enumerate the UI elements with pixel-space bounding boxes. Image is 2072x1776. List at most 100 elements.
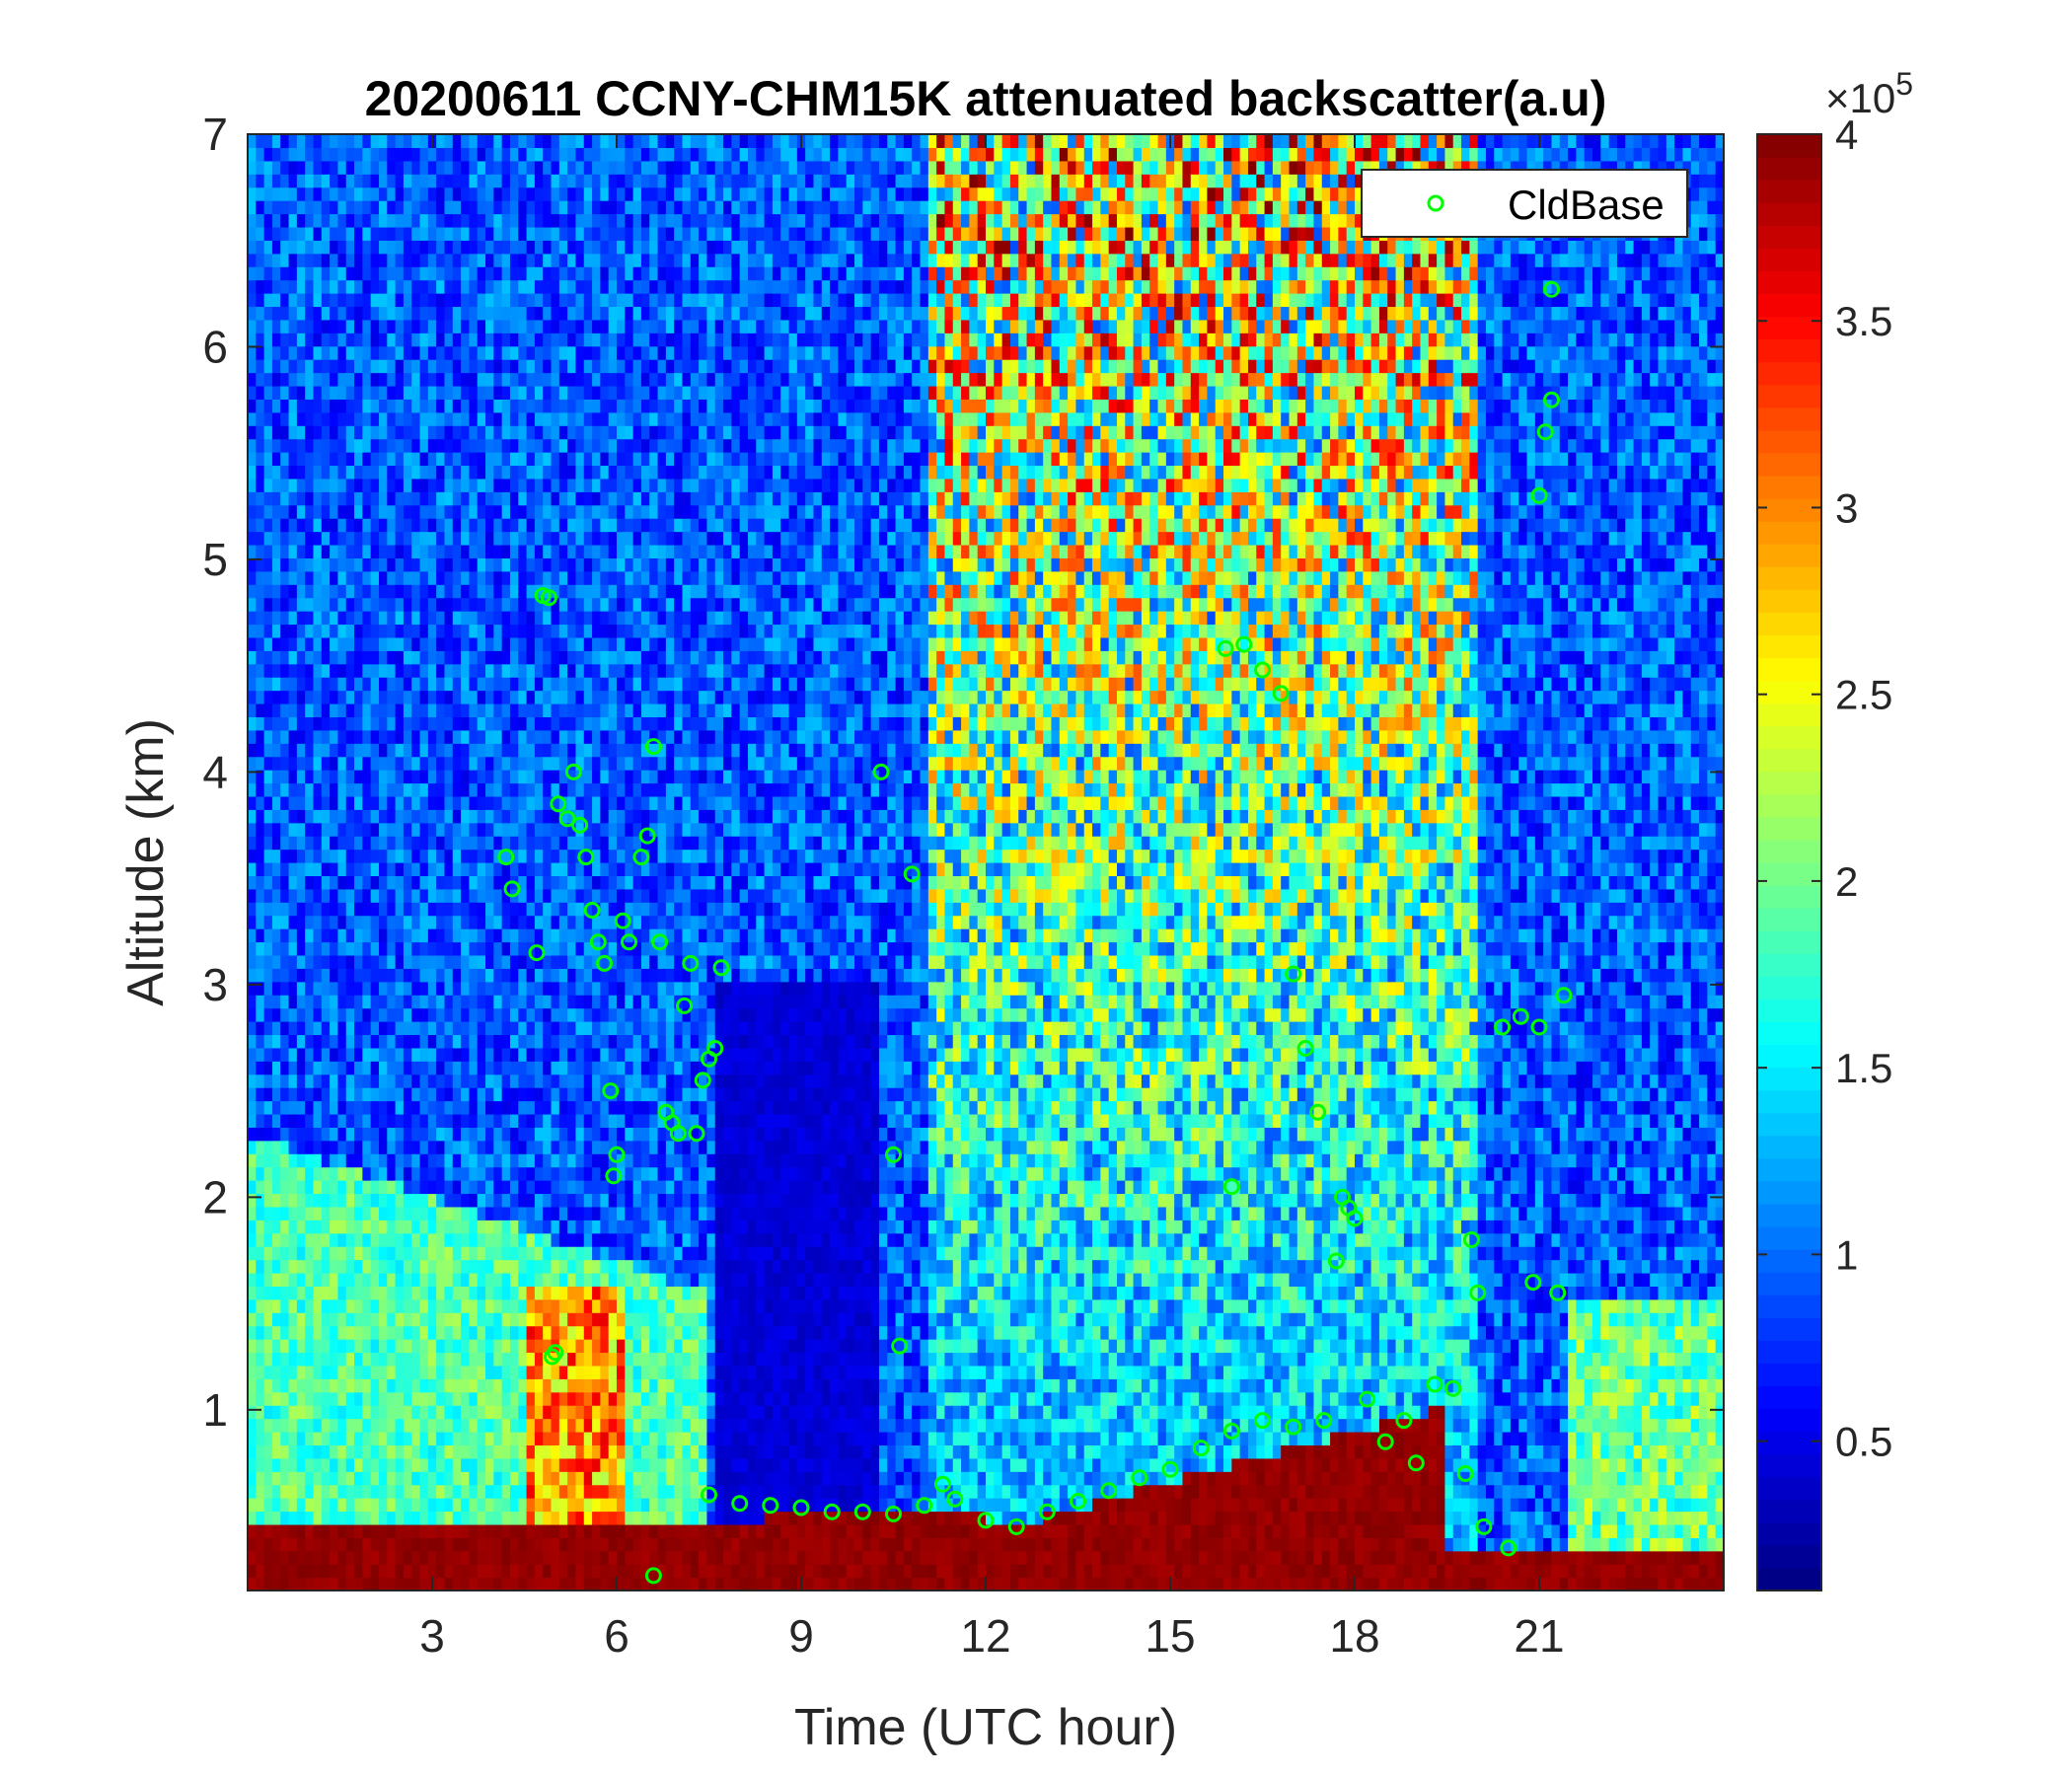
colorbar-tick-label: 2.5 xyxy=(1835,672,1892,718)
cldbase-point xyxy=(1254,1412,1271,1430)
cldbase-point xyxy=(731,1495,749,1513)
cldbase-point xyxy=(1222,1178,1240,1196)
cldbase-point xyxy=(823,1503,841,1520)
colorbar-tick-label: 1.5 xyxy=(1835,1045,1892,1091)
cldbase-point xyxy=(682,954,700,972)
cldbase-point xyxy=(1070,1493,1086,1510)
cldbase-point xyxy=(1254,661,1271,679)
cldbase-point xyxy=(1309,1103,1327,1121)
cldbase-point xyxy=(1549,1284,1567,1301)
colorbar-tick-label: 3.5 xyxy=(1835,298,1892,344)
cldbase-point xyxy=(762,1497,779,1515)
cldbase-point xyxy=(694,1072,711,1089)
cldbase-point xyxy=(1456,1465,1474,1482)
cldbase-point xyxy=(1007,1517,1025,1535)
y-axis-label: Altitude (km) xyxy=(117,718,175,1006)
cldbase-point xyxy=(1395,1412,1413,1430)
cldbase-series xyxy=(497,280,1573,1585)
cldbase-point xyxy=(1494,1018,1512,1036)
cldbase-point xyxy=(577,849,595,866)
cldbase-point xyxy=(688,1125,705,1143)
cldbase-point xyxy=(1524,1274,1542,1292)
cldbase-point xyxy=(632,849,650,866)
cldbase-point xyxy=(1192,1440,1210,1457)
x-tick-label: 12 xyxy=(960,1610,1010,1662)
legend-label: CldBase xyxy=(1508,182,1665,228)
colorbar-frame xyxy=(1756,133,1822,1591)
legend-box xyxy=(1361,169,1688,238)
x-tick-label: 6 xyxy=(604,1610,629,1662)
cldbase-point xyxy=(608,1146,626,1163)
cldbase-point xyxy=(885,1146,902,1163)
colorbar-tick-label: 4 xyxy=(1835,111,1858,158)
cldbase-point xyxy=(614,912,631,929)
cldbase-point xyxy=(1555,987,1573,1004)
cldbase-point xyxy=(1327,1252,1345,1270)
cldbase-point xyxy=(916,1497,933,1515)
colorbar-tick-label: 1 xyxy=(1835,1231,1858,1278)
cldbase-point xyxy=(669,1125,687,1143)
cldbase-point xyxy=(1407,1454,1425,1472)
cldbase-point xyxy=(1315,1412,1333,1430)
x-tick-label: 18 xyxy=(1329,1610,1379,1662)
cldbase-point xyxy=(638,827,656,845)
x-tick-label: 21 xyxy=(1514,1610,1564,1662)
cldbase-point xyxy=(589,933,607,951)
cldbase-point xyxy=(676,997,694,1014)
x-axis: 3 6 9 12 15 18 21 xyxy=(419,134,1565,1662)
cldbase-point xyxy=(1285,965,1302,983)
colorbar-tick-label: 2 xyxy=(1835,858,1858,905)
legend: CldBase xyxy=(1361,169,1688,238)
cldbase-point xyxy=(528,944,546,962)
colorbar: 0.5 1 1.5 2 2.5 3 3.5 4 ×105 xyxy=(1756,66,1913,1591)
y-tick-label: 4 xyxy=(202,746,228,797)
cldbase-point xyxy=(1376,1433,1394,1450)
cldbase-point xyxy=(885,1505,902,1522)
cldbase-point xyxy=(644,738,662,756)
x-axis-label: Time (UTC hour) xyxy=(794,1699,1177,1756)
y-tick-label: 7 xyxy=(202,109,228,160)
cldbase-point xyxy=(583,902,601,919)
x-tick-label: 3 xyxy=(419,1610,445,1662)
cldbase-point xyxy=(1217,639,1234,657)
cldbase-point xyxy=(903,865,921,883)
cldbase-point xyxy=(853,1503,871,1520)
legend-marker-icon xyxy=(1427,194,1444,212)
y-axis: 1 2 3 4 5 6 7 xyxy=(202,109,1724,1436)
cldbase-point xyxy=(540,589,557,607)
cldbase-point xyxy=(933,1475,951,1493)
cldbase-point xyxy=(1530,1018,1548,1036)
cldbase-point xyxy=(1475,1517,1493,1535)
cldbase-point xyxy=(1161,1460,1179,1478)
cldbase-point xyxy=(596,954,613,972)
cldbase-point xyxy=(558,810,576,828)
cldbase-point xyxy=(1536,423,1554,441)
cldbase-point xyxy=(792,1499,810,1517)
cldbase-point xyxy=(1296,1040,1314,1057)
colorbar-tick-label: 0.5 xyxy=(1835,1419,1892,1465)
cldbase-point xyxy=(1462,1231,1480,1248)
cldbase-point xyxy=(1285,1418,1302,1436)
cldbase-point xyxy=(1038,1503,1056,1520)
cldbase-point xyxy=(1500,1539,1517,1557)
cldbase-point xyxy=(564,763,582,780)
cldbase-point xyxy=(872,763,890,780)
cldbase-point xyxy=(602,1082,620,1100)
cldbase-point xyxy=(651,933,669,951)
cldbase-point xyxy=(891,1337,909,1355)
cldbase-point xyxy=(1444,1379,1462,1397)
cldbase-point xyxy=(1346,1210,1364,1227)
cldbase-point xyxy=(547,1344,564,1362)
cldbase-point xyxy=(1426,1375,1443,1393)
cldbase-point xyxy=(1272,685,1290,703)
x-tick-label: 15 xyxy=(1145,1610,1195,1662)
cldbase-point xyxy=(1359,1390,1375,1408)
cldbase-point xyxy=(1469,1284,1487,1301)
y-tick-label: 1 xyxy=(202,1384,228,1436)
y-tick-label: 6 xyxy=(202,321,228,372)
cldbase-point xyxy=(497,849,515,866)
x-tick-label: 9 xyxy=(788,1610,814,1662)
cldbase-point xyxy=(712,959,730,977)
colorbar-tick-label: 3 xyxy=(1835,484,1858,531)
